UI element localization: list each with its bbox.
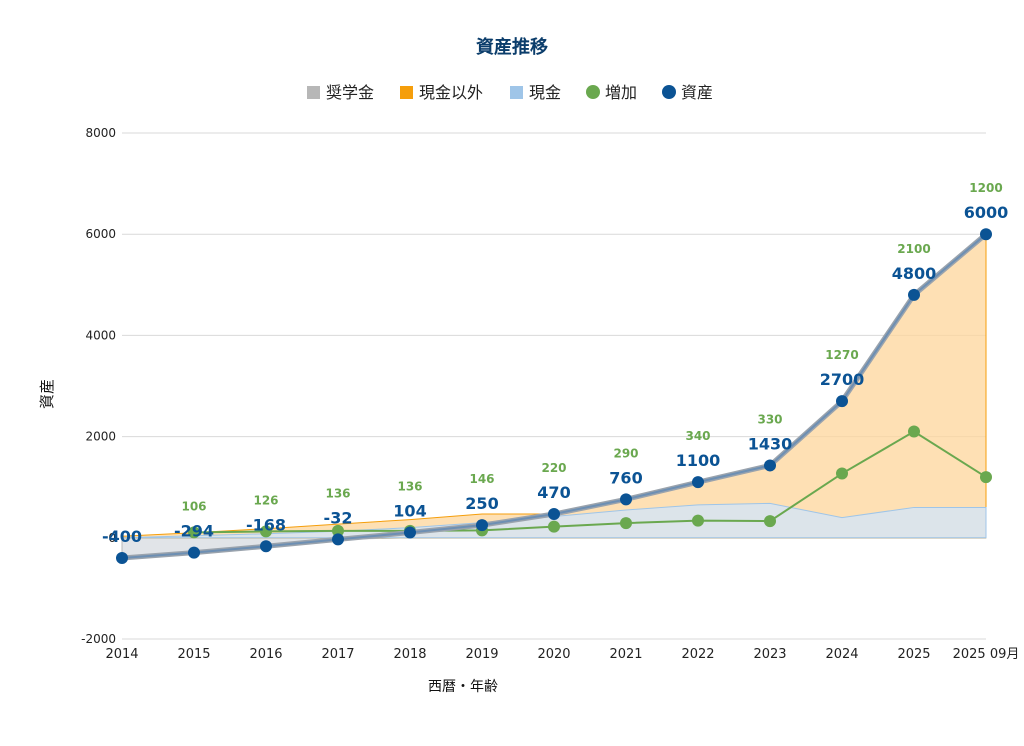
legend-swatch	[662, 85, 676, 99]
line-series	[116, 228, 992, 565]
data-point[interactable]	[260, 540, 272, 553]
data-point[interactable]	[476, 519, 488, 532]
data-label: 126	[253, 493, 278, 507]
data-point[interactable]	[836, 395, 848, 408]
x-tick-label: 2025	[897, 647, 930, 662]
legend-label[interactable]: 奨学金	[326, 83, 374, 102]
data-label: 104	[393, 502, 426, 521]
x-tick-label: 2022	[681, 647, 714, 662]
data-point[interactable]	[548, 508, 560, 521]
data-label: 136	[397, 480, 422, 494]
y-tick-label: 0	[108, 531, 116, 545]
data-label: 1200	[969, 181, 1002, 195]
x-tick-label: 2018	[393, 647, 426, 662]
data-point[interactable]	[620, 493, 632, 506]
data-label: -32	[324, 508, 353, 527]
data-label: 2700	[820, 370, 865, 389]
data-label: 1430	[748, 434, 793, 453]
x-tick-label: 2023	[753, 647, 786, 662]
y-tick-label: 6000	[85, 227, 116, 241]
data-point[interactable]	[836, 467, 848, 480]
area-現金	[121, 502, 987, 539]
data-label: 2100	[897, 242, 930, 256]
legend: 奨学金 現金以外 現金 増加 資産	[307, 83, 713, 102]
data-point[interactable]	[980, 228, 992, 241]
x-axis-label: 西暦・年齢	[428, 679, 498, 695]
legend-label[interactable]: 現金	[529, 83, 561, 102]
legend-swatch	[586, 85, 600, 99]
data-label: 1270	[825, 348, 858, 362]
data-label: -168	[246, 515, 286, 534]
x-tick-label: 2021	[609, 647, 642, 662]
chart-title: 資産推移	[476, 36, 548, 58]
data-label: 220	[541, 461, 566, 475]
legend-label[interactable]: 現金以外	[419, 83, 483, 102]
data-label: 106	[181, 500, 206, 514]
data-label: 290	[613, 446, 638, 460]
data-point[interactable]	[332, 524, 344, 537]
y-tick-label: -2000	[81, 632, 116, 646]
data-point[interactable]	[332, 533, 344, 546]
x-tick-label: 2024	[825, 647, 858, 662]
legend-swatch	[307, 86, 320, 99]
data-label: 470	[537, 483, 570, 502]
x-axis-ticks: 2014 2015 2016 2017 2018 2019 2020 2021 2022 2023…	[105, 647, 1019, 662]
x-tick-label: 2016	[249, 647, 282, 662]
data-label: 760	[609, 468, 642, 487]
legend-label[interactable]: 増加	[605, 83, 637, 102]
data-point[interactable]	[764, 459, 776, 472]
y-axis-ticks: -2000 0 2000 4000 6000 8000	[81, 126, 116, 646]
data-point[interactable]	[764, 515, 776, 528]
data-label: 6000	[964, 203, 1009, 222]
data-label: 136	[325, 486, 350, 500]
legend-swatch	[510, 86, 523, 99]
data-point[interactable]	[548, 520, 560, 533]
data-point[interactable]	[260, 525, 272, 538]
data-label: 4800	[892, 264, 937, 283]
data-point[interactable]	[692, 514, 704, 527]
y-axis-label: 資産	[38, 379, 56, 409]
legend-label[interactable]: 資産	[681, 83, 713, 102]
data-label: 1100	[676, 451, 721, 470]
y-tick-label: 8000	[85, 126, 116, 140]
data-label: 340	[685, 429, 710, 443]
data-point[interactable]	[188, 546, 200, 559]
y-tick-label: 2000	[85, 430, 116, 444]
data-point[interactable]	[692, 476, 704, 489]
data-label: -400	[102, 527, 142, 546]
data-point[interactable]	[188, 526, 200, 539]
x-tick-label: 2025 09月	[953, 647, 1020, 662]
x-tick-label: 2015	[177, 647, 210, 662]
y-tick-label: 4000	[85, 328, 116, 342]
data-labels: 106 126 136 136 146 220 290 340 330 1270 2100 1200 -…	[102, 181, 1008, 546]
x-tick-label: 2020	[537, 647, 570, 662]
data-label: -294	[174, 522, 214, 541]
data-label: 146	[469, 472, 494, 486]
data-point[interactable]	[908, 288, 920, 301]
data-label: 250	[465, 494, 498, 513]
data-point[interactable]	[980, 471, 992, 484]
series-line-増加	[193, 430, 987, 534]
data-point[interactable]	[116, 552, 128, 565]
data-point[interactable]	[908, 425, 920, 438]
data-point[interactable]	[620, 517, 632, 530]
data-label: 330	[757, 412, 782, 426]
x-tick-label: 2017	[321, 647, 354, 662]
data-point[interactable]	[404, 526, 416, 539]
x-tick-label: 2019	[465, 647, 498, 662]
x-tick-label: 2014	[105, 647, 138, 662]
legend-swatch	[400, 86, 413, 99]
